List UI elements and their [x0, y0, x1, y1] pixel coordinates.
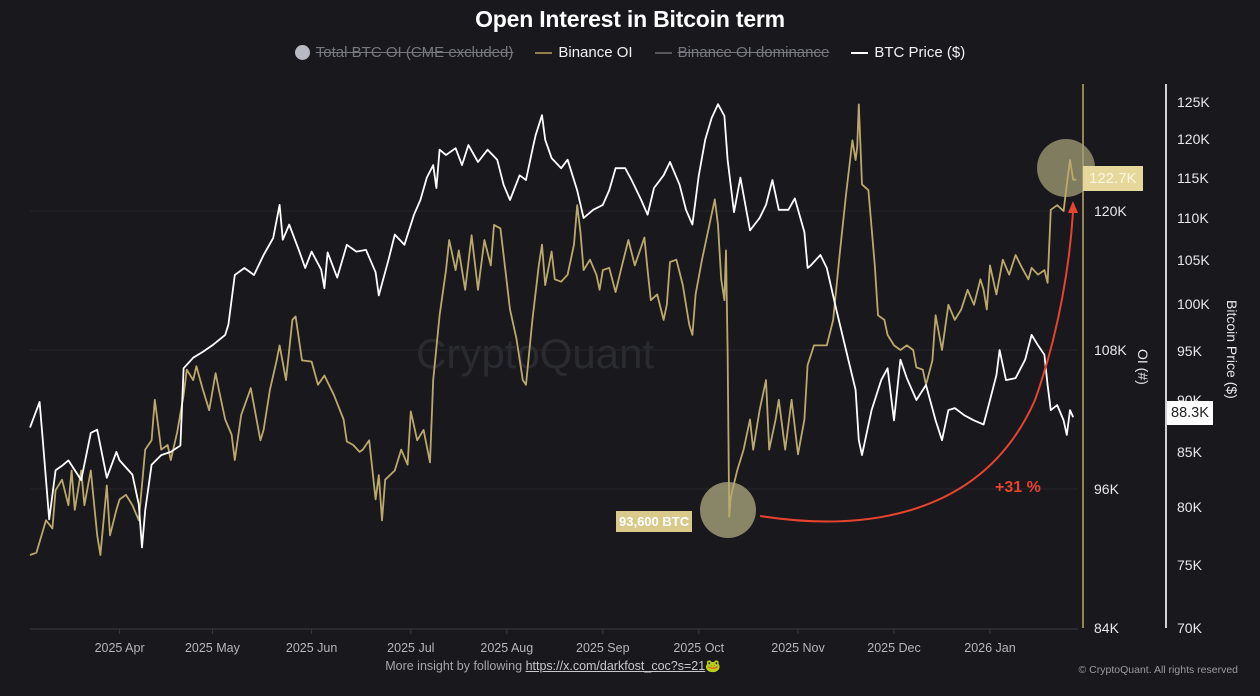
x-axis-ticks — [119, 629, 991, 634]
percent-change-label: +31 % — [995, 479, 1041, 496]
price-axis-tick-label: 110K — [1177, 209, 1209, 226]
footer: More insight by following https://x.com/… — [0, 659, 1106, 674]
growth-arrow — [759, 211, 1074, 523]
price-axis-tick-label: 95K — [1177, 342, 1202, 359]
price-axis-tick-label: 85K — [1177, 443, 1202, 460]
price-axis-tick-label: 105K — [1177, 252, 1210, 269]
watermark: CryptoQuant — [416, 330, 655, 377]
oi-axis-tick-label: 120K — [1094, 203, 1127, 219]
x-tick-label: 2025 Apr — [94, 641, 145, 655]
price-axis-tick-label: 100K — [1177, 296, 1210, 313]
binance-oi-line — [29, 103, 1077, 556]
x-tick-label: 2025 Jul — [387, 641, 435, 655]
copyright-text: © CryptoQuant. All rights reserved — [1078, 664, 1238, 676]
x-tick-label: 2025 Jun — [285, 641, 338, 655]
btc-price-line — [29, 103, 1075, 549]
legend-label: BTC Price ($) — [874, 44, 966, 61]
footer-text: More insight by following — [385, 659, 526, 673]
price-axis-title: Bitcoin Price ($) — [1224, 300, 1240, 399]
oi-high-highlight-circle — [1037, 139, 1095, 197]
x-tick-label: 2025 Nov — [771, 641, 825, 655]
legend-item-binance-oi[interactable]: Binance OI — [535, 44, 633, 61]
legend-label: Binance OI — [558, 44, 633, 61]
x-tick-label: 2026 Jan — [964, 641, 1016, 655]
oi-axis-tick-label: 84K — [1094, 620, 1119, 636]
legend: Total BTC OI (CME excluded) Binance OI B… — [0, 44, 1260, 61]
line-marker-icon — [654, 51, 672, 54]
line-marker-icon — [535, 51, 553, 54]
oi-current-value-badge: 122.7K — [1083, 166, 1143, 191]
x-tick-label: 2025 Dec — [867, 641, 921, 655]
circle-marker-icon — [294, 45, 310, 60]
price-axis-tick-label: 125K — [1177, 94, 1210, 110]
price-axis-tick-label: 75K — [1177, 557, 1202, 574]
x-tick-label: 2025 Oct — [673, 641, 725, 655]
oi-low-highlight-circle — [700, 482, 756, 538]
price-current-value-badge: 88.3K — [1167, 401, 1213, 425]
price-axis-tick-label: 120K — [1177, 131, 1210, 148]
oi-axis-tick-label: 108K — [1094, 342, 1127, 358]
frog-icon: 🐸 — [705, 659, 721, 673]
arrow-head-icon — [1068, 201, 1078, 213]
legend-item-btc-price[interactable]: BTC Price ($) — [851, 44, 965, 61]
legend-label: Binance OI dominance — [677, 44, 830, 61]
oi-low-value-badge: 93,600 BTC — [616, 511, 693, 532]
price-axis-tick-label: 115K — [1177, 169, 1209, 186]
oi-axis-tick-label: 96K — [1094, 481, 1119, 497]
x-tick-label: 2025 Sep — [576, 641, 630, 655]
legend-item-total-btc-oi[interactable]: Total BTC OI (CME excluded) — [294, 44, 514, 61]
legend-item-binance-oi-dominance[interactable]: Binance OI dominance — [654, 44, 830, 61]
x-tick-label: 2025 Aug — [480, 641, 534, 655]
chart-title: Open Interest in Bitcoin term — [475, 6, 785, 32]
line-marker-icon — [851, 51, 869, 54]
price-axis-tick-label: 80K — [1177, 498, 1202, 515]
oi-axis-title: OI (#) — [1135, 349, 1151, 385]
legend-label: Total BTC OI (CME excluded) — [315, 44, 514, 61]
gridlines — [30, 210, 1078, 490]
footer-link[interactable]: https://x.com/darkfost_coc?s=21 — [525, 659, 706, 673]
x-tick-label: 2025 May — [184, 641, 240, 655]
price-axis-tick-label: 70K — [1177, 620, 1202, 636]
